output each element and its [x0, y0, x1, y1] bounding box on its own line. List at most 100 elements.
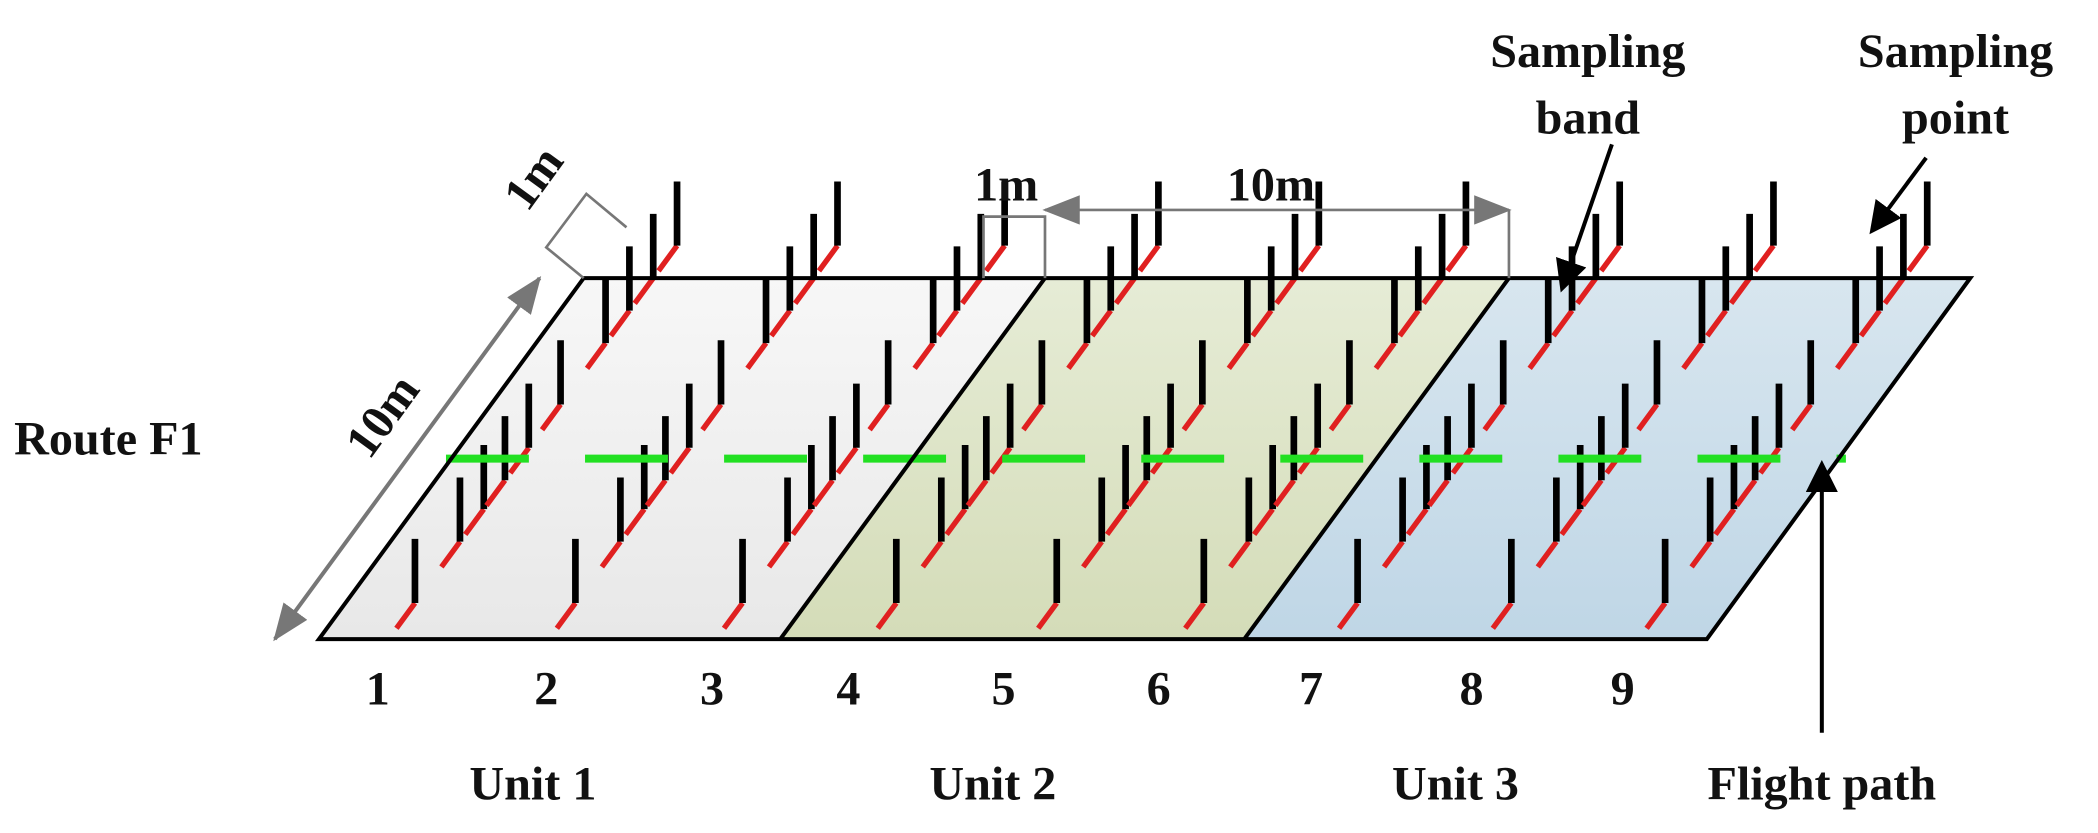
sampling-point	[1527, 341, 1551, 370]
sampling-point	[1535, 540, 1559, 569]
sampling-point	[1328, 402, 1352, 432]
callout-label: point	[1902, 92, 2009, 145]
sampling-point	[1551, 309, 1575, 338]
sampling-point	[656, 244, 680, 273]
band-number: 3	[700, 663, 724, 716]
sampling-point	[608, 309, 632, 338]
sampling-point	[1181, 402, 1205, 432]
sampling-point	[1137, 244, 1161, 273]
sampling-point	[1226, 341, 1250, 370]
sampling-point	[875, 601, 899, 630]
sampling-point	[1790, 402, 1813, 432]
sampling-point	[766, 540, 790, 569]
band-number: 8	[1459, 663, 1483, 716]
sampling-point	[1104, 507, 1128, 537]
sampling-point	[1559, 507, 1583, 537]
sampling-point	[599, 540, 623, 569]
sampling-point	[769, 309, 793, 338]
sampling-point	[1397, 309, 1421, 338]
sampling-point	[792, 276, 816, 305]
sampling-point	[1405, 507, 1429, 537]
dimension-label: 1m	[974, 159, 1038, 212]
band-number: 9	[1611, 663, 1635, 716]
sampling-point	[1575, 276, 1599, 305]
sampling-point	[1835, 341, 1858, 370]
band-numbers: 1 2 3 4 5 6 7 8 9	[366, 663, 1635, 716]
callout-arrow	[1869, 156, 1928, 235]
sampling-point	[944, 507, 968, 537]
callout-label: band	[1536, 92, 1641, 145]
unit-labels: Unit 1 Unit 2 Unit 3	[469, 758, 1519, 811]
sampling-point	[1858, 309, 1882, 338]
sampling-point	[867, 402, 891, 432]
unit-label: Unit 3	[1392, 758, 1519, 811]
sampling-point	[816, 244, 840, 273]
sampling-point	[721, 601, 745, 630]
unit-label: Unit 1	[469, 758, 596, 811]
band-number: 2	[534, 663, 558, 716]
sampling-point	[1298, 244, 1322, 273]
sampling-point	[1882, 276, 1906, 305]
sampling-point	[539, 402, 563, 432]
sampling-point	[1906, 244, 1930, 273]
sampling-point	[1381, 540, 1405, 569]
sampling-point	[989, 446, 1013, 475]
sampling-point	[1599, 244, 1622, 273]
sampling-point	[965, 478, 989, 508]
sampling-point	[1689, 540, 1713, 569]
sampling-point	[1090, 309, 1113, 338]
sampling-point	[1713, 507, 1737, 537]
sampling-point	[1183, 601, 1206, 630]
callout-label: Sampling	[1858, 25, 2053, 78]
dimension-bracket	[982, 215, 1047, 279]
sampling-point	[1636, 402, 1660, 432]
sampling-point	[1426, 478, 1450, 508]
sampling-point	[554, 601, 578, 630]
sampling-point	[1336, 601, 1360, 630]
sampling-point	[1728, 276, 1752, 305]
band-number: 5	[992, 663, 1016, 716]
sampling-point	[1490, 601, 1514, 630]
sampling-point	[1250, 309, 1274, 338]
sampling-point	[1445, 244, 1469, 273]
dimension-label: 10m	[335, 365, 430, 468]
dimension-arrow	[273, 275, 542, 642]
sampling-point	[668, 446, 692, 475]
sampling-point	[700, 402, 724, 432]
sampling-point	[1644, 601, 1668, 630]
sampling-point	[1228, 540, 1251, 569]
sampling-point	[623, 507, 647, 537]
dimension-label: 10m	[1227, 159, 1315, 212]
sampling-point	[1580, 478, 1604, 508]
route-label: Route F1	[14, 413, 202, 466]
sampling-point	[912, 341, 936, 370]
dimension-bracket	[544, 191, 628, 280]
sampling-point	[1081, 540, 1104, 569]
sampling-point	[1681, 341, 1705, 370]
unit-label: Unit 2	[929, 758, 1056, 811]
sampling-point	[745, 341, 769, 370]
dimension-label: 1m	[493, 137, 574, 220]
sampling-point	[1752, 244, 1776, 273]
callout-arrow	[1556, 143, 1614, 293]
sampling-point	[1126, 478, 1149, 508]
sampling-point	[1021, 402, 1045, 432]
band-number: 4	[836, 663, 860, 716]
band-number: 6	[1147, 663, 1171, 716]
callout-label: Sampling	[1490, 25, 1685, 78]
sampling-point	[920, 540, 944, 569]
callout-label: Flight path	[1708, 758, 1937, 811]
sampling-point	[1482, 402, 1506, 432]
band-number: 7	[1299, 663, 1323, 716]
sampling-point	[1373, 341, 1397, 370]
sampling-point	[790, 507, 814, 537]
sampling-point	[584, 341, 608, 370]
sampling-point	[983, 244, 1007, 273]
sampling-point	[936, 309, 960, 338]
sampling-point	[1251, 507, 1275, 537]
sampling-point	[811, 478, 835, 508]
sampling-point	[1113, 276, 1137, 305]
sampling-point	[1734, 478, 1758, 508]
